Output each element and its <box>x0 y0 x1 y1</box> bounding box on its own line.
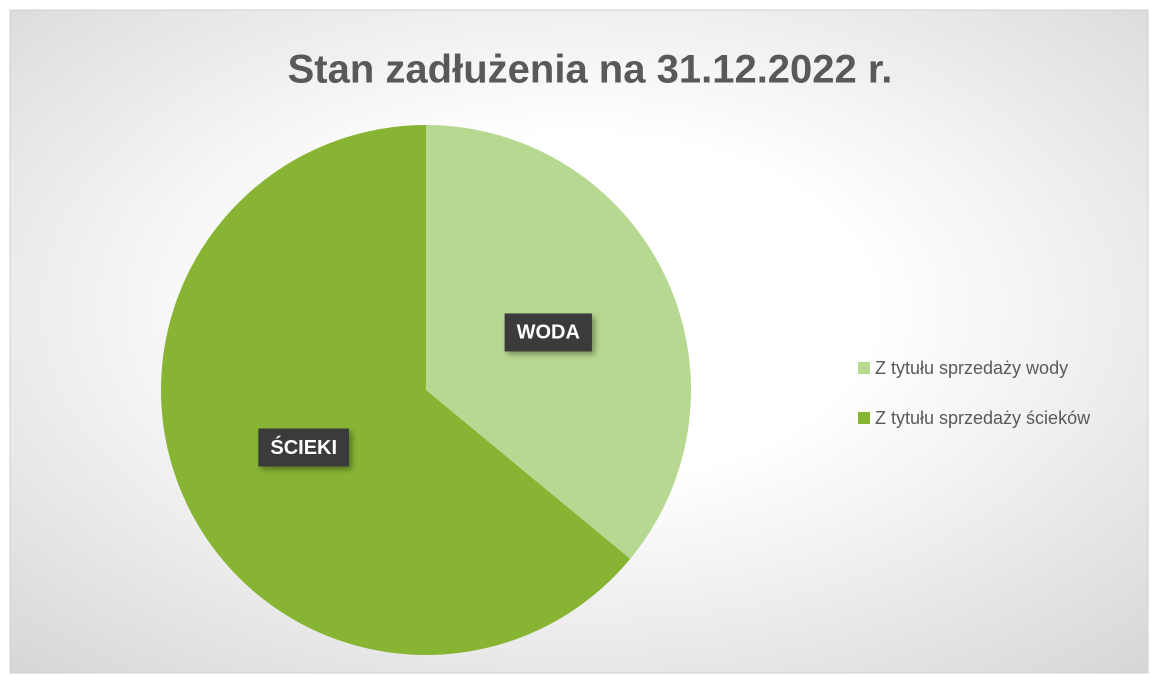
data-label-box <box>258 428 350 467</box>
pie-slice <box>161 125 631 655</box>
legend-swatch <box>858 412 870 424</box>
legend-swatch <box>858 362 870 374</box>
data-label: ŚCIEKI <box>270 435 337 459</box>
data-label: WODA <box>517 322 580 344</box>
legend-label: Z tytułu sprzedaży wody <box>875 358 1068 378</box>
legend-label: Z tytułu sprzedaży ścieków <box>875 408 1091 428</box>
data-label-box <box>504 313 592 352</box>
chart-title: Stan zadłużenia na 31.12.2022 r. <box>288 48 893 92</box>
